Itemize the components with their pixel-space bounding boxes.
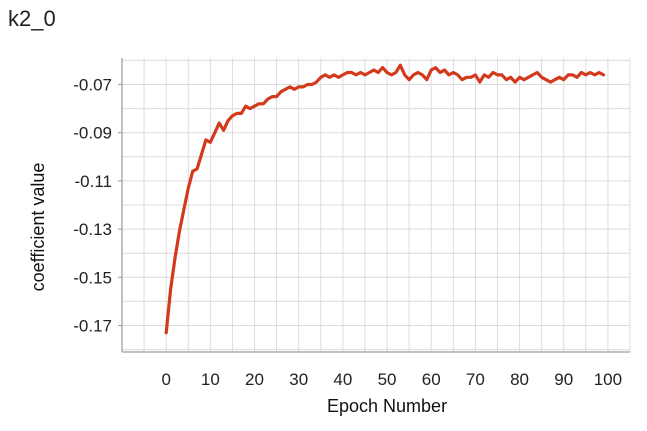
x-tick-label: 50 [378, 370, 397, 389]
axes [118, 58, 630, 353]
x-tick-label: 80 [510, 370, 529, 389]
series-layer [164, 63, 606, 335]
y-axis-label: coefficient value [28, 163, 48, 292]
x-axis-label: Epoch Number [327, 396, 447, 416]
y-tick-label: -0.15 [73, 268, 112, 287]
x-tick-label: 90 [554, 370, 573, 389]
y-tick-labels: -0.07 -0.09 -0.11 -0.13 -0.15 -0.17 [73, 76, 112, 336]
x-tick-label: 0 [161, 370, 170, 389]
y-tick-label: -0.11 [75, 172, 113, 191]
chart-title: k2_0 [8, 6, 56, 31]
x-tick-label: 100 [594, 370, 622, 389]
x-tick-label: 30 [289, 370, 308, 389]
x-tick-label: 10 [201, 370, 220, 389]
y-tick-label: -0.09 [73, 124, 112, 143]
y-tick-label: -0.07 [73, 76, 112, 95]
y-tick-label: -0.13 [73, 220, 112, 239]
x-tick-label: 20 [245, 370, 264, 389]
x-tick-label: 70 [466, 370, 485, 389]
series-line-0 [164, 63, 606, 335]
x-tick-label: 60 [422, 370, 441, 389]
x-tick-labels: 0 10 20 30 40 50 60 70 80 90 100 [161, 370, 622, 389]
x-tick-label: 40 [333, 370, 352, 389]
y-tick-label: -0.17 [73, 316, 112, 335]
grid-lines [122, 58, 631, 352]
